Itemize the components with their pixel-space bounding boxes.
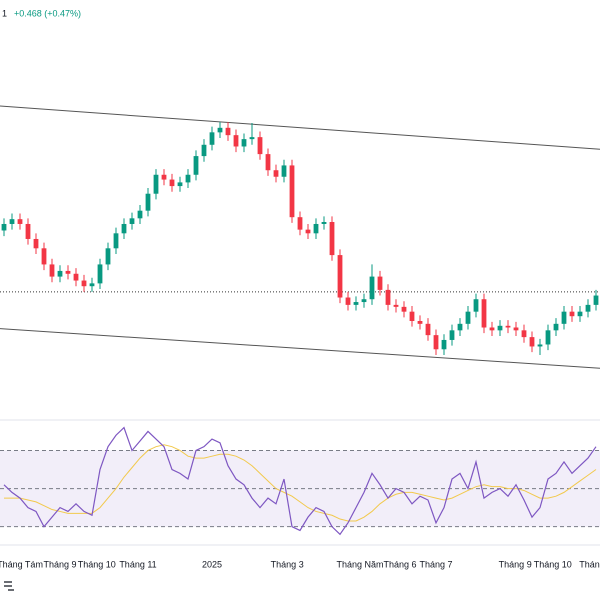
candle-body: [145, 193, 151, 211]
x-tick-label: Tháng: [579, 559, 600, 569]
candle-body: [449, 330, 455, 340]
candle-body: [73, 273, 79, 281]
candle-body: [417, 321, 423, 324]
trend-line: [0, 105, 600, 150]
x-tick-label: Tháng 9: [43, 559, 76, 569]
price-change: +0.468 (+0.47%): [14, 8, 81, 18]
candle-body: [57, 270, 63, 277]
candle-body: [369, 276, 375, 300]
candle-body: [497, 325, 503, 331]
candle-body: [353, 302, 359, 305]
candle-body: [577, 311, 583, 317]
candle-body: [337, 255, 343, 298]
x-tick-label: Tháng 10: [534, 559, 572, 569]
candle-body: [105, 248, 111, 265]
candle-body: [289, 165, 295, 218]
candle-body: [177, 182, 183, 187]
candle-body: [481, 299, 487, 328]
candle-body: [553, 323, 559, 331]
candle-body: [25, 223, 31, 239]
symbol-fragment: 1: [2, 8, 7, 18]
candle-body: [249, 137, 255, 140]
candle-body: [233, 135, 239, 147]
candle-body: [121, 223, 127, 234]
candle-body: [201, 144, 207, 157]
candle-body: [257, 137, 263, 155]
candle-body: [377, 276, 383, 290]
candle-body: [153, 174, 159, 194]
candle-body: [281, 165, 287, 177]
candle-body: [193, 156, 199, 175]
candle-body: [1, 223, 7, 231]
candle-body: [345, 297, 351, 305]
candle-body: [297, 217, 303, 230]
candle-body: [265, 154, 271, 171]
candle-body: [465, 311, 471, 324]
x-tick-label: Tháng Năm: [336, 559, 383, 569]
candle-body: [9, 219, 15, 224]
candle-body: [473, 299, 479, 312]
icon[interactable]: [4, 581, 14, 591]
candle-body: [425, 323, 431, 336]
candle-body: [305, 229, 311, 234]
candle-body: [529, 337, 535, 347]
candle-body: [81, 280, 87, 287]
candle-body: [241, 139, 247, 147]
candle-body: [409, 311, 415, 321]
series-line: [4, 444, 597, 522]
x-tick-label: Tháng 11: [119, 559, 156, 569]
x-tick-label: Tháng 7: [419, 559, 452, 569]
candle-body: [585, 304, 591, 312]
x-tick-label: Tháng 3: [271, 559, 304, 569]
trend-line: [0, 328, 600, 369]
candle-body: [209, 132, 215, 145]
candle-body: [89, 283, 95, 287]
candle-body: [513, 327, 519, 331]
x-tick-label: 2025: [202, 559, 222, 569]
candle-body: [185, 174, 191, 183]
candle-body: [217, 127, 223, 133]
settings-icon[interactable]: [4, 581, 14, 591]
candle-body: [561, 311, 567, 324]
candle-body: [521, 330, 527, 338]
candle-body: [593, 295, 599, 305]
candle-body: [433, 335, 439, 350]
x-tick-label: Tháng Tám: [0, 559, 43, 569]
candle-body: [33, 238, 39, 249]
candle-body: [545, 330, 551, 345]
x-tick-label: Tháng 9: [499, 559, 532, 569]
candle-body: [49, 264, 55, 277]
candle-body: [17, 219, 23, 224]
candle-body: [169, 179, 175, 187]
candle-body: [65, 270, 71, 274]
candle-body: [225, 127, 231, 136]
candle-body: [329, 222, 335, 256]
candle-body: [441, 339, 447, 350]
candle-body: [313, 223, 319, 234]
candle-body: [489, 327, 495, 331]
candle-body: [137, 210, 143, 219]
candle-body: [505, 325, 511, 328]
x-tick-label: Tháng 6: [383, 559, 416, 569]
candle-body: [401, 306, 407, 312]
candle-body: [97, 264, 103, 284]
candle-body: [41, 248, 47, 265]
candle-body: [393, 304, 399, 307]
series-line: [3, 426, 597, 536]
candle-body: [457, 323, 463, 331]
candle-body: [361, 299, 367, 303]
x-tick-label: Tháng 10: [78, 559, 116, 569]
candle-body: [569, 311, 575, 317]
candle-body: [273, 170, 279, 177]
candle-body: [129, 218, 135, 224]
candle-body: [537, 344, 543, 347]
candle-body: [321, 222, 327, 224]
candle-body: [113, 233, 119, 249]
candle-body: [385, 289, 391, 305]
candle-body: [161, 174, 167, 180]
